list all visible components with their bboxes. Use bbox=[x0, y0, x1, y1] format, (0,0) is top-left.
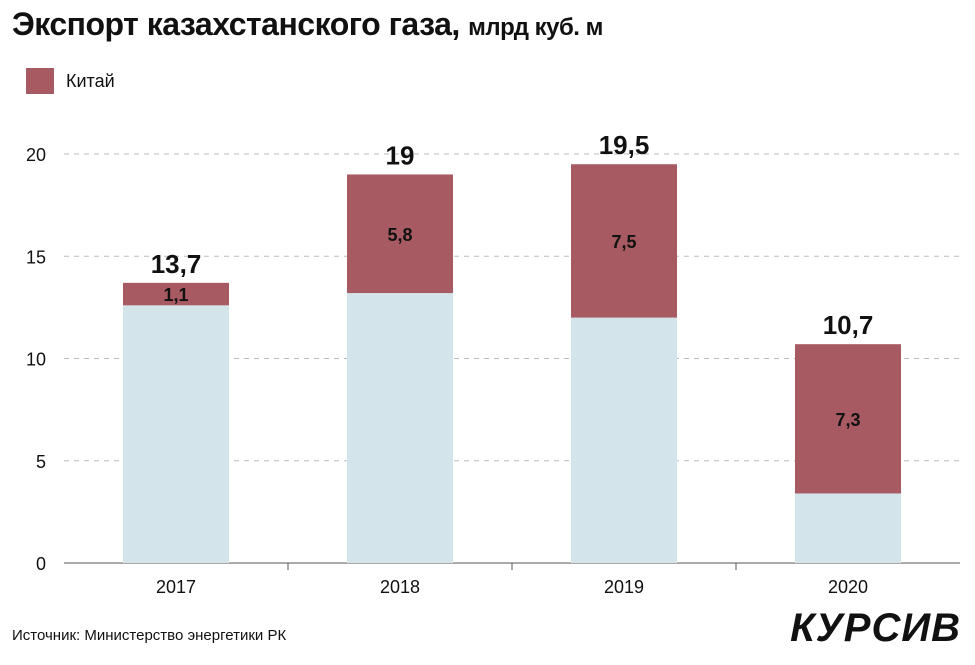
bar-other-2018 bbox=[347, 293, 453, 563]
y-tick-label: 0 bbox=[36, 554, 46, 574]
total-value-label: 13,7 bbox=[151, 249, 202, 279]
source-note: Источник: Министерство энергетики РК bbox=[12, 627, 287, 644]
total-value-label: 19 bbox=[386, 140, 415, 170]
bar-chart: 0 5 10 15 20 1,1 13,7 2017 5,8 19 2018 7,5 19,5 2019 7… bbox=[26, 130, 960, 597]
bar-other-2017 bbox=[123, 305, 229, 563]
x-tick-label: 2017 bbox=[156, 577, 196, 597]
china-value-label: 1,1 bbox=[163, 285, 188, 305]
legend: Китай bbox=[26, 68, 115, 94]
y-tick-label: 5 bbox=[36, 452, 46, 472]
title-main: Экспорт казахстанского газа, bbox=[12, 6, 460, 42]
china-value-label: 5,8 bbox=[387, 225, 412, 245]
bar-other-2019 bbox=[571, 317, 677, 563]
bar-china-2020 bbox=[795, 344, 901, 494]
y-tick-label: 10 bbox=[26, 350, 46, 370]
title-unit: млрд куб. м bbox=[468, 14, 603, 41]
bar-china-2017 bbox=[123, 282, 229, 306]
bar-china-2018 bbox=[347, 174, 453, 294]
bar-other-2020 bbox=[795, 493, 901, 563]
legend-label-china: Китай bbox=[66, 70, 115, 91]
total-value-label: 10,7 bbox=[823, 310, 874, 340]
x-tick-label: 2019 bbox=[604, 577, 644, 597]
china-value-label: 7,5 bbox=[611, 232, 636, 252]
x-tick-label: 2020 bbox=[828, 577, 868, 597]
legend-swatch-china bbox=[26, 68, 54, 94]
x-tick-label: 2018 bbox=[380, 577, 420, 597]
total-value-label: 19,5 bbox=[599, 130, 650, 160]
y-tick-label: 20 bbox=[26, 145, 46, 165]
chart-title: Экспорт казахстанского газа, млрд куб. м bbox=[12, 6, 603, 43]
china-value-label: 7,3 bbox=[835, 410, 860, 430]
y-tick-label: 15 bbox=[26, 247, 46, 267]
kursiv-logo: КУРСИВ bbox=[790, 606, 961, 650]
bar-china-2019 bbox=[571, 164, 677, 318]
